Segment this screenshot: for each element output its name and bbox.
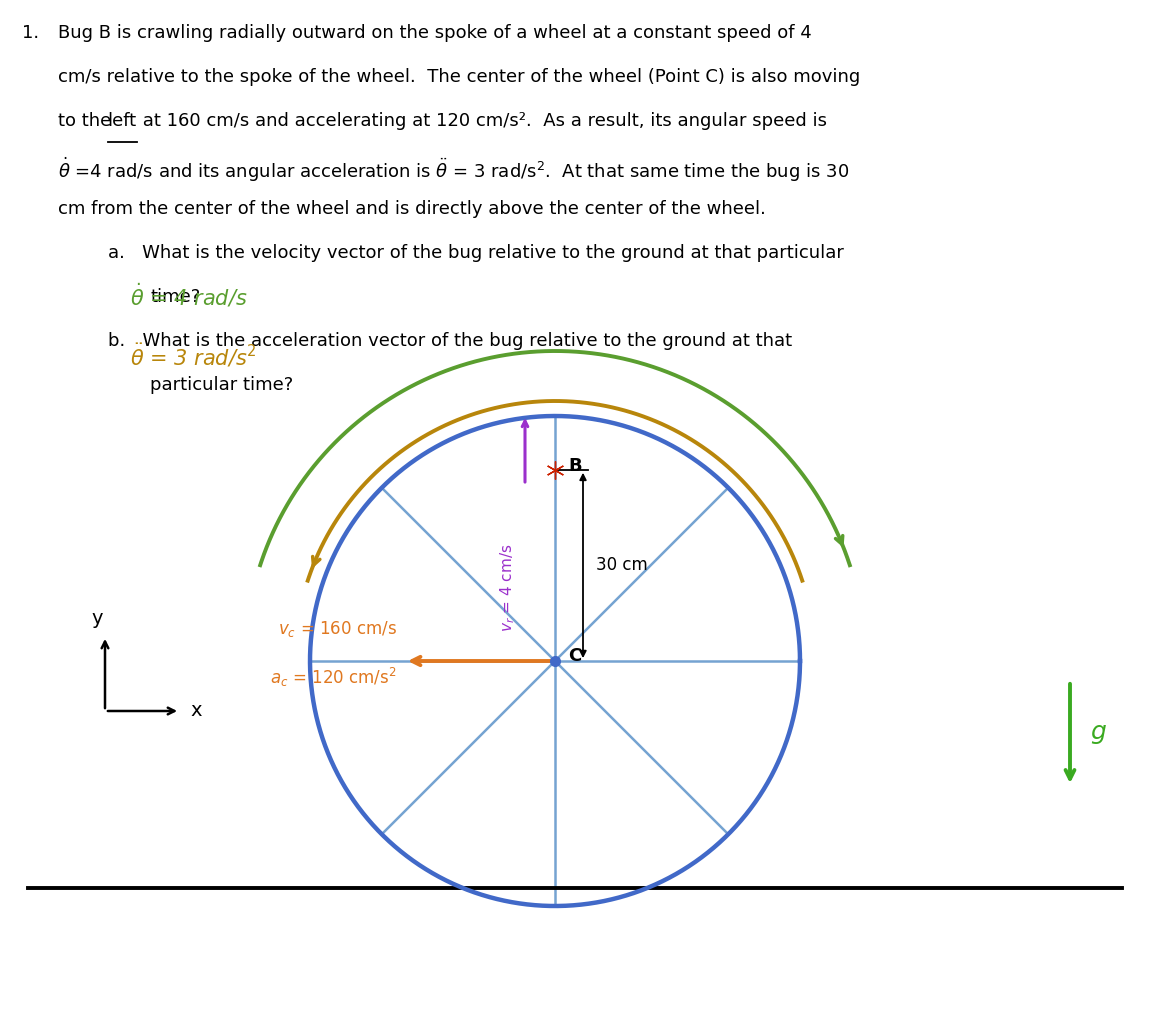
Text: $\dot{\theta}$ =4 rad/s and its angular acceleration is $\ddot{\theta}$ = 3 rad/: $\dot{\theta}$ =4 rad/s and its angular … — [58, 156, 849, 184]
Text: b.   What is the acceleration vector of the bug relative to the ground at that: b. What is the acceleration vector of th… — [108, 332, 793, 350]
Text: $a_c$ = 120 cm/s$^2$: $a_c$ = 120 cm/s$^2$ — [271, 666, 397, 689]
Text: y: y — [91, 609, 103, 628]
Text: 30 cm: 30 cm — [596, 557, 647, 574]
Text: $v_c$ = 160 cm/s: $v_c$ = 160 cm/s — [278, 619, 397, 639]
Text: B: B — [568, 457, 582, 474]
Text: C: C — [568, 647, 582, 665]
Text: Bug B is crawling radially outward on the spoke of a wheel at a constant speed o: Bug B is crawling radially outward on th… — [58, 24, 812, 42]
Text: a.   What is the velocity vector of the bug relative to the ground at that parti: a. What is the velocity vector of the bu… — [108, 244, 844, 262]
Text: $g$: $g$ — [1090, 721, 1107, 746]
Text: particular time?: particular time? — [150, 376, 294, 394]
Text: left: left — [107, 112, 137, 130]
Text: time?: time? — [150, 288, 200, 306]
Text: to the: to the — [58, 112, 118, 130]
Text: 1.: 1. — [22, 24, 39, 42]
Text: cm/s relative to the spoke of the wheel.  The center of the wheel (Point C) is a: cm/s relative to the spoke of the wheel.… — [58, 68, 861, 86]
Text: cm from the center of the wheel and is directly above the center of the wheel.: cm from the center of the wheel and is d… — [58, 200, 766, 218]
Text: $\ddot{\theta}$ = 3 rad/s$^2$: $\ddot{\theta}$ = 3 rad/s$^2$ — [130, 342, 256, 370]
Text: x: x — [190, 701, 202, 720]
Text: $\dot{\theta}$ = 4 rad/s: $\dot{\theta}$ = 4 rad/s — [130, 282, 248, 310]
Text: at 160 cm/s and accelerating at 120 cm/s².  As a result, its angular speed is: at 160 cm/s and accelerating at 120 cm/s… — [137, 112, 827, 130]
Text: $v_r$ = 4 cm/s: $v_r$ = 4 cm/s — [499, 544, 517, 632]
